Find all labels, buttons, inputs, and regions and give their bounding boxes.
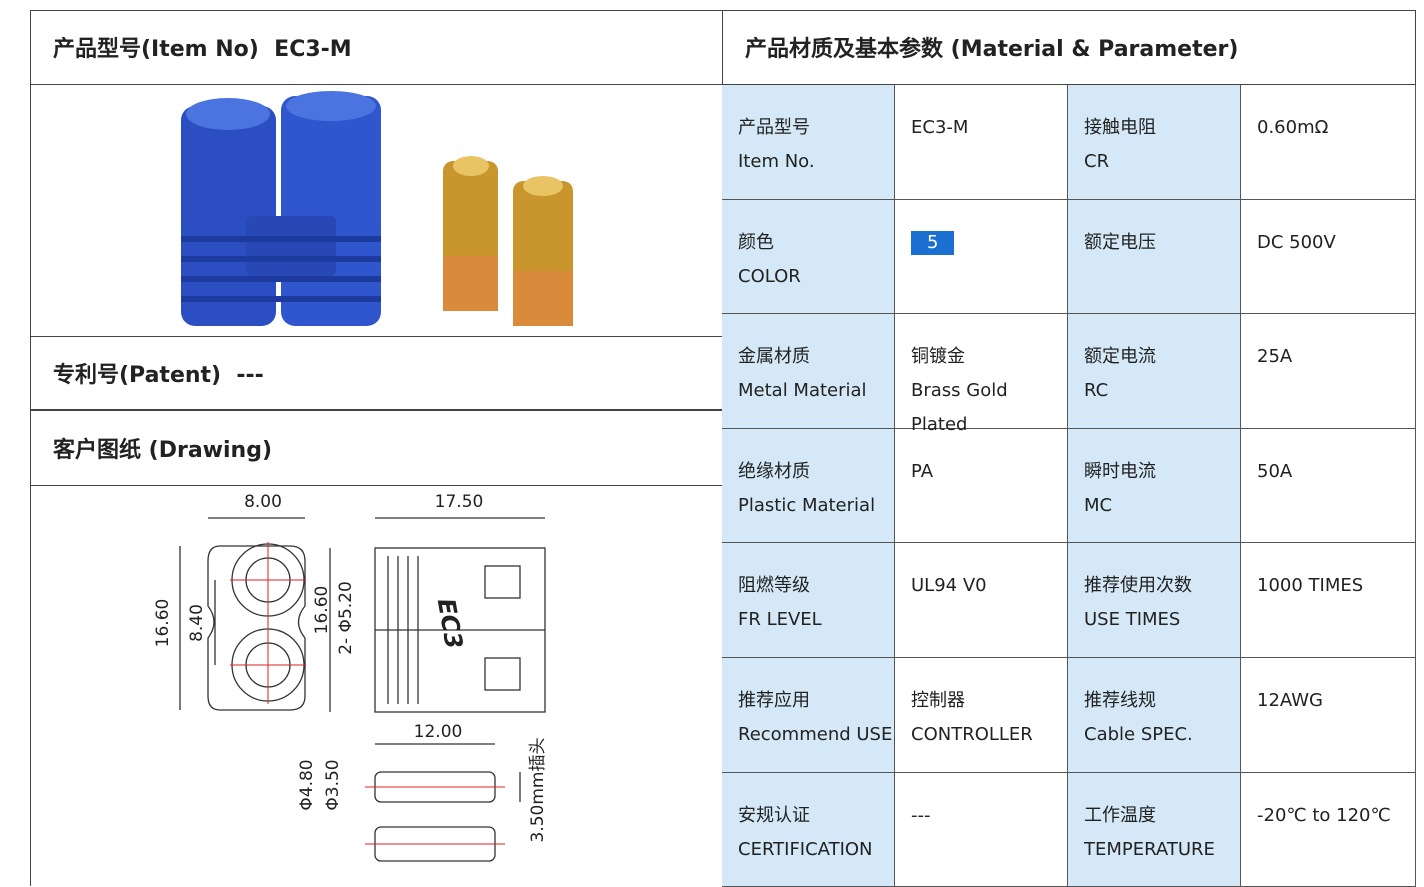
cell-text: 0.60mΩ: [1257, 117, 1329, 138]
cell-text: 接触电阻: [1084, 117, 1156, 138]
cell-text: CONTROLLER: [911, 724, 1033, 745]
cell-text: PA: [911, 460, 934, 482]
patent: 专利号(Patent) ---: [31, 336, 722, 411]
cell-text: COLOR: [738, 265, 801, 287]
param-value: 5: [895, 199, 1068, 315]
drawing-title: 客户图纸 (Drawing): [31, 411, 722, 486]
param-value: 25A: [1241, 314, 1416, 429]
param-value: 铜镀金 Brass Gold Plated: [895, 314, 1068, 435]
dim-pin-note: 3.50mm插头: [528, 738, 548, 843]
cell-text: USE TIMES: [1084, 609, 1181, 631]
cell-text: 工作温度: [1084, 804, 1156, 826]
cell-text: ---: [911, 804, 931, 826]
param-value: 50A: [1241, 428, 1416, 544]
left-title: 产品型号(Item No) EC3-M: [31, 10, 722, 85]
param-label: 瞬时电流 MC: [1068, 428, 1241, 544]
cell-text: CR: [1084, 151, 1110, 172]
cell-text: Metal Material: [738, 380, 867, 402]
cell-text: CERTIFICATION: [738, 838, 873, 860]
param-value: 12AWG: [1241, 658, 1416, 773]
cell-text: EC3-M: [911, 117, 969, 138]
cell-text: Recommend USE: [738, 724, 893, 745]
param-label: 推荐使用次数 USE TIMES: [1068, 543, 1241, 658]
mark: EC3: [432, 596, 468, 651]
cell-text: Brass Gold Plated: [911, 380, 1008, 436]
cell-text: 25A: [1257, 346, 1293, 368]
cell-text: 阻燃等级: [738, 575, 810, 597]
cell-text: TEMPERATURE: [1084, 838, 1215, 860]
cell-text: 5: [911, 226, 1067, 260]
cell-text: 铜镀金: [911, 346, 965, 368]
cell-text: DC 500V: [1257, 231, 1336, 253]
dim-hole: 2- Φ5.20: [336, 581, 356, 655]
param-value: ---: [895, 772, 1068, 887]
dim-pin-inner: Φ3.50: [323, 759, 343, 810]
param-label: 工作温度 TEMPERATURE: [1068, 772, 1241, 887]
param-label: 推荐线规 Cable SPEC.: [1068, 658, 1241, 773]
cell-text: MC: [1084, 494, 1113, 516]
param-label: 金属材质 Metal Material: [722, 314, 895, 429]
cell-text: 瞬时电流: [1084, 460, 1156, 482]
cell-text: 推荐线规: [1084, 690, 1156, 711]
param-value: 控制器 CONTROLLER: [895, 658, 1068, 773]
dim-pin-length: 12.00: [414, 722, 463, 742]
param-label: 绝缘材质 Plastic Material: [722, 428, 895, 544]
cell-text: 绝缘材质: [738, 460, 810, 482]
param-value: 1000 TIMES: [1241, 543, 1416, 658]
param-value: EC3-M: [895, 85, 1068, 200]
dim-pin-outer: Φ4.80: [297, 759, 317, 810]
cell-text: -20℃ to 120℃: [1257, 804, 1391, 826]
cell-text: RC: [1084, 380, 1109, 402]
dim-pitch: 8.40: [187, 604, 207, 642]
param-label: 推荐应用 Recommend USE: [722, 658, 895, 773]
dim-side-height: 16.60: [312, 586, 332, 635]
param-value: 0.60mΩ: [1241, 85, 1416, 200]
cell-text: 12AWG: [1257, 690, 1323, 711]
cell-text: 1000 TIMES: [1257, 575, 1364, 597]
dim-height: 16.60: [153, 599, 173, 648]
dim-length: 17.50: [435, 492, 484, 512]
param-value: -20℃ to 120℃: [1241, 772, 1416, 887]
cell-text: 额定电压: [1084, 231, 1156, 253]
param-value: UL94 V0: [895, 543, 1068, 658]
param-label: 产品型号 Item No.: [722, 85, 895, 200]
cell-text: 额定电流: [1084, 346, 1156, 368]
product-photo: [181, 91, 573, 326]
param-label: 颜色 COLOR: [722, 199, 895, 315]
right-title: 产品材质及基本参数 (Material & Parameter): [723, 10, 1415, 85]
param-value: DC 500V: [1241, 199, 1416, 315]
cell-text: 颜色: [738, 231, 774, 253]
cell-text: 金属材质: [738, 346, 810, 368]
param-label: 接触电阻 CR: [1068, 85, 1241, 200]
cell-text: Item No.: [738, 151, 815, 172]
cell-text: UL94 V0: [911, 575, 987, 597]
cell-text: 推荐使用次数: [1084, 575, 1192, 597]
cell-text: 产品型号: [738, 117, 810, 138]
param-value: PA: [895, 428, 1068, 544]
cell-text: 推荐应用: [738, 690, 810, 711]
drawing: 8.00 17.50 16.60 8.40 16.60 2- Φ5.20 EC3…: [153, 492, 548, 862]
param-label: 额定电流 RC: [1068, 314, 1241, 429]
param-label: 额定电压: [1068, 199, 1241, 315]
cell-text: 安规认证: [738, 804, 810, 826]
cell-text: Plastic Material: [738, 494, 876, 516]
dim-width: 8.00: [244, 492, 282, 512]
cell-text: 控制器: [911, 690, 965, 711]
param-label: 安规认证 CERTIFICATION: [722, 772, 895, 887]
param-label: 阻燃等级 FR LEVEL: [722, 543, 895, 658]
cell-text: Cable SPEC.: [1084, 724, 1193, 745]
cell-text: FR LEVEL: [738, 609, 822, 631]
cell-text: 50A: [1257, 460, 1293, 482]
